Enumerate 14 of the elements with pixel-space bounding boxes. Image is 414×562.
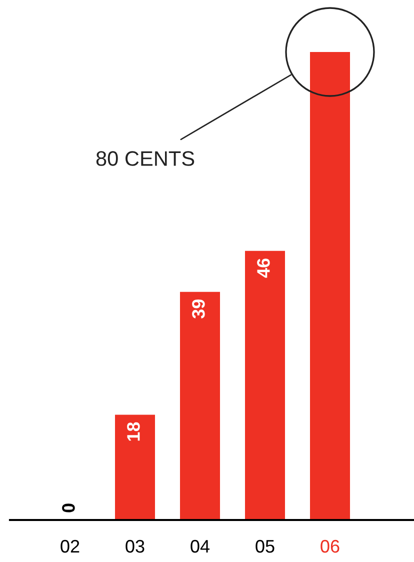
bar: [245, 250, 285, 520]
data-label: 18: [127, 422, 140, 441]
data-label: 0: [62, 504, 75, 512]
x-tick-label: 02: [60, 540, 80, 553]
bar: [180, 292, 220, 520]
x-tick-label: 06: [320, 540, 340, 553]
x-tick-label: 04: [190, 540, 210, 553]
bar: [310, 52, 350, 520]
annotation: 80 CENTS: [96, 151, 194, 166]
data-label: 46: [257, 258, 270, 278]
x-tick-label: 03: [126, 540, 144, 553]
x-tick-label: 05: [256, 540, 274, 553]
data-label: 39: [192, 300, 205, 319]
bar: [115, 414, 155, 520]
